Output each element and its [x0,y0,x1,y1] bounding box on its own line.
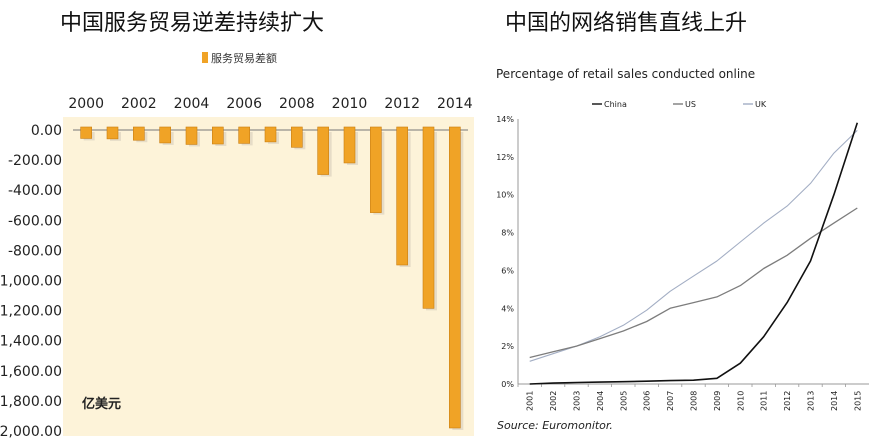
left-chart-background [63,117,474,436]
series-line-uk [529,130,858,362]
left-heading: 中国服务贸易逆差持续扩大 [60,11,324,36]
series-line-us [529,207,858,359]
x-tick-label: 2008 [690,391,699,411]
y-tick-label: -1,400.00 [0,334,62,350]
unit-label: 亿美元 [82,396,121,412]
y-tick-label: 2% [501,342,514,351]
y-tick-label: -400.00 [8,183,62,199]
series-line-china [529,122,859,385]
x-tick-label: 2001 [526,391,535,411]
bar-chart-x-ticks: 2000 2002 2004 2006 2008 2010 2012 2014 [68,96,472,112]
x-tick-label: 2008 [279,96,315,112]
bar-2007 [264,126,277,143]
bar-2005 [212,126,224,145]
y-tick-label: 8% [501,229,514,238]
x-tick-label: 2015 [853,391,862,411]
bar-2002 [133,126,145,141]
right-heading: 中国的网络销售直线上升 [505,11,747,36]
bar-2000 [80,126,92,139]
legend-label-uk: UK [755,100,767,109]
bar-2001 [106,126,119,140]
y-tick-label: 6% [501,266,514,275]
legend-swatch-bar [202,52,208,63]
y-tick-label: -200.00 [8,153,62,169]
x-tick-label: 2009 [713,391,722,411]
bar-2004 [185,126,198,145]
y-tick-label: -1,000.00 [0,274,62,290]
legend-label-trade-balance: 服务贸易差额 [211,51,277,65]
line-chart-title: Percentage of retail sales conducted onl… [496,67,755,81]
x-tick-label: 2003 [573,391,582,411]
line-chart-series [529,122,859,385]
bar-chart-bars [80,126,464,430]
bar-2008 [291,126,303,148]
bar-chart-legend: 服务贸易差额 [202,51,277,65]
y-tick-label: 12% [496,153,514,162]
bar-2009 [317,126,329,175]
bar-chart-y-ticks: 0.00 -200.00 -400.00 -600.00 -800.00 -1,000.0… [0,123,62,440]
x-tick-label: 2013 [807,391,816,411]
x-tick-label: 2004 [596,391,605,411]
bar-2012 [396,126,408,266]
x-tick-label: 2014 [830,391,839,411]
y-tick-label: -1,200.00 [0,304,62,320]
x-tick-label: 2006 [226,96,262,112]
source-note: Source: Euromonitor. [497,419,613,432]
line-chart-y-ticks: 0% 2% 4% 6% 8% 10% 12% 14% [496,115,514,389]
y-tick-label: 0.00 [31,123,62,139]
line-chart-legend: China US UK [592,100,767,109]
y-tick-label: -800.00 [8,243,62,259]
x-tick-label: 2005 [619,391,628,411]
bar-2014 [449,126,461,429]
x-tick-label: 2007 [666,391,675,411]
x-tick-label: 2012 [384,96,420,112]
bar-2003 [159,126,171,144]
legend-label-us: US [685,100,696,109]
y-tick-label: -2,000.00 [0,424,62,440]
y-tick-label: -1,800.00 [0,394,62,410]
y-tick-label: 14% [496,115,514,124]
y-tick-label: -600.00 [8,213,62,229]
line-chart-x-ticks: 2001 2002 2003 2004 2005 2006 2007 2008 2009 2010… [517,384,862,411]
x-tick-label: 2004 [174,96,210,112]
y-tick-label: 10% [496,191,514,200]
x-tick-label: 2000 [68,96,104,112]
bar-2011 [370,126,382,213]
x-tick-label: 2014 [437,96,473,112]
x-tick-label: 2010 [332,96,368,112]
x-tick-label: 2002 [549,391,558,411]
y-tick-label: -1,600.00 [0,364,62,380]
y-tick-label: 0% [501,380,514,389]
y-tick-label: 4% [501,304,514,313]
x-tick-label: 2012 [783,391,792,411]
x-tick-label: 2002 [121,96,157,112]
legend-label-china: China [604,100,627,109]
x-tick-label: 2010 [736,391,745,411]
bar-2006 [238,126,250,144]
x-tick-label: 2006 [643,391,652,411]
bar-2010 [343,126,356,164]
x-tick-label: 2011 [760,391,769,411]
bar-2013 [422,126,435,309]
